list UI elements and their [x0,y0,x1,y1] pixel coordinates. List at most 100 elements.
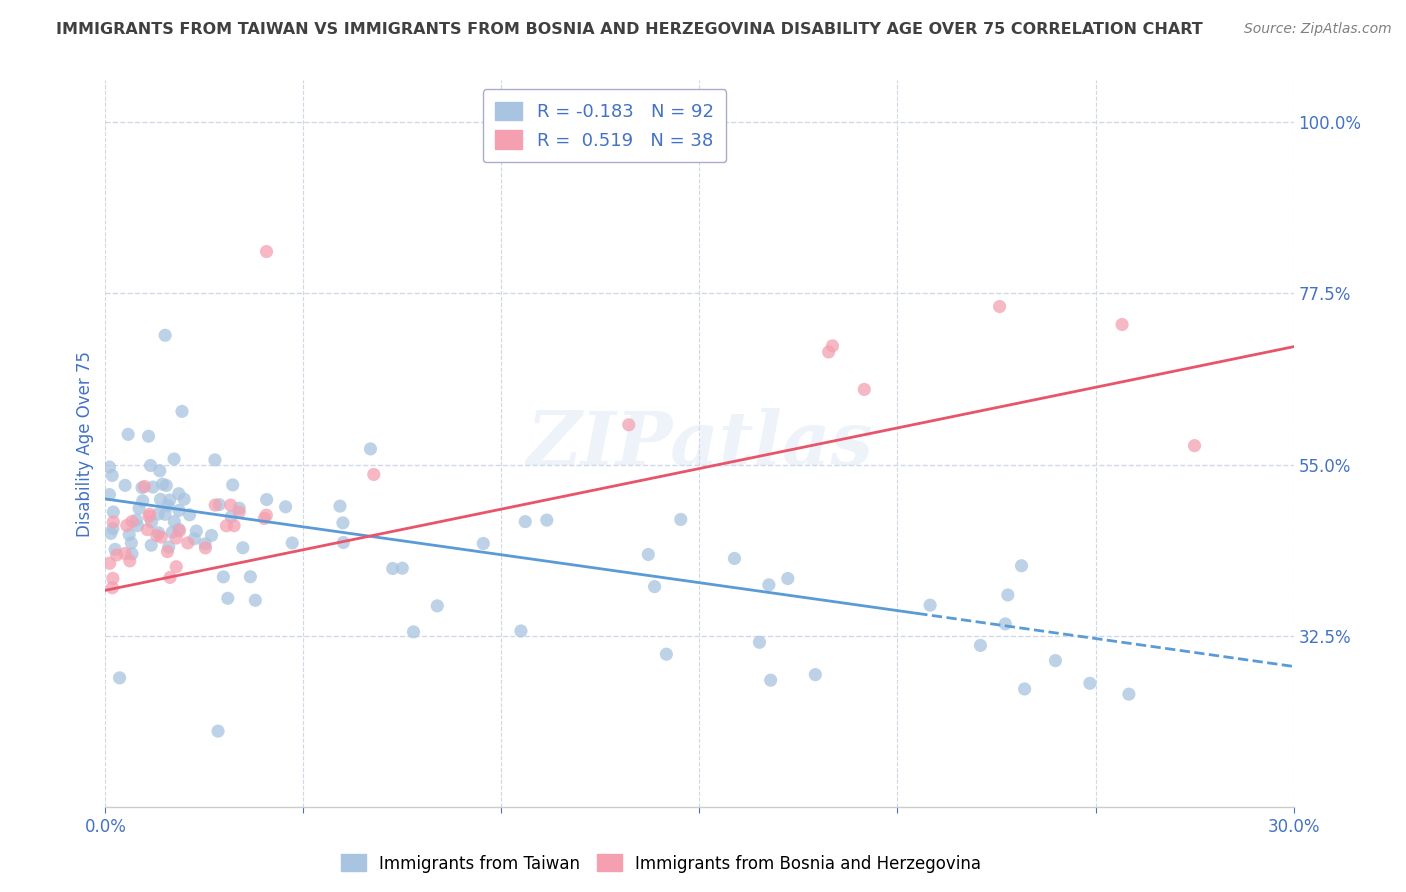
Point [128,501,150,516]
Point [115,518,138,533]
Point [239,570,262,584]
Point [281,536,304,550]
Point [103,505,125,519]
Point [217,591,239,606]
Point [245,593,267,607]
Point [1045,654,1067,668]
Point [179,508,201,522]
Point [426,599,449,613]
Point [215,518,238,533]
Point [159,570,181,584]
Text: IMMIGRANTS FROM TAIWAN VS IMMIGRANTS FROM BOSNIA AND HERZEGOVINA DISABILITY AGE : IMMIGRANTS FROM TAIWAN VS IMMIGRANTS FRO… [56,22,1204,37]
Point [148,525,170,540]
Point [101,581,124,595]
Point [253,511,276,525]
Point [194,541,217,555]
Point [204,453,226,467]
Point [804,667,827,681]
Point [997,588,1019,602]
Point [101,571,124,585]
Point [1011,558,1033,573]
Point [157,540,180,554]
Point [207,724,229,739]
Point [163,515,186,529]
Point [208,498,231,512]
Point [1111,318,1133,332]
Point [359,442,381,456]
Point [228,501,250,516]
Point [402,624,425,639]
Point [127,518,149,533]
Point [472,536,495,550]
Point [149,492,172,507]
Point [256,492,278,507]
Point [363,467,385,482]
Point [138,509,160,524]
Point [1078,676,1101,690]
Point [222,518,245,533]
Point [152,477,174,491]
Point [391,561,413,575]
Point [274,500,297,514]
Point [853,383,876,397]
Point [163,452,186,467]
Point [194,537,217,551]
Point [156,499,179,513]
Point [121,515,143,529]
Point [169,524,191,538]
Point [98,460,121,475]
Point [138,429,160,443]
Point [669,512,692,526]
Point [170,404,193,418]
Point [381,561,404,575]
Point [153,508,176,522]
Legend: Immigrants from Taiwan, Immigrants from Bosnia and Herzegovina: Immigrants from Taiwan, Immigrants from … [335,847,987,880]
Point [138,507,160,521]
Point [536,513,558,527]
Point [817,345,839,359]
Point [104,542,127,557]
Point [148,507,170,521]
Point [748,635,770,649]
Point [1118,687,1140,701]
Point [108,671,131,685]
Point [212,570,235,584]
Point [100,526,122,541]
Point [821,339,844,353]
Point [159,493,181,508]
Point [153,328,176,343]
Point [329,499,352,513]
Y-axis label: Disability Age Over 75: Disability Age Over 75 [76,351,94,537]
Point [134,479,156,493]
Point [1184,439,1206,453]
Point [114,547,136,561]
Point [204,498,226,512]
Point [254,508,277,523]
Point [165,531,187,545]
Text: ZIPatlas: ZIPatlas [526,408,873,480]
Point [1014,681,1036,696]
Point [167,522,190,536]
Point [219,509,242,524]
Point [167,503,190,517]
Point [509,624,531,638]
Point [132,493,155,508]
Point [758,578,780,592]
Point [118,527,141,541]
Point [149,464,172,478]
Point [776,572,799,586]
Point [120,536,142,550]
Point [125,513,148,527]
Point [617,417,640,432]
Point [222,478,245,492]
Point [101,468,124,483]
Text: Source: ZipAtlas.com: Source: ZipAtlas.com [1244,22,1392,37]
Point [988,300,1011,314]
Point [141,515,163,529]
Point [232,541,254,555]
Point [146,528,169,542]
Point [101,522,124,536]
Point [165,559,187,574]
Point [150,530,173,544]
Point [969,639,991,653]
